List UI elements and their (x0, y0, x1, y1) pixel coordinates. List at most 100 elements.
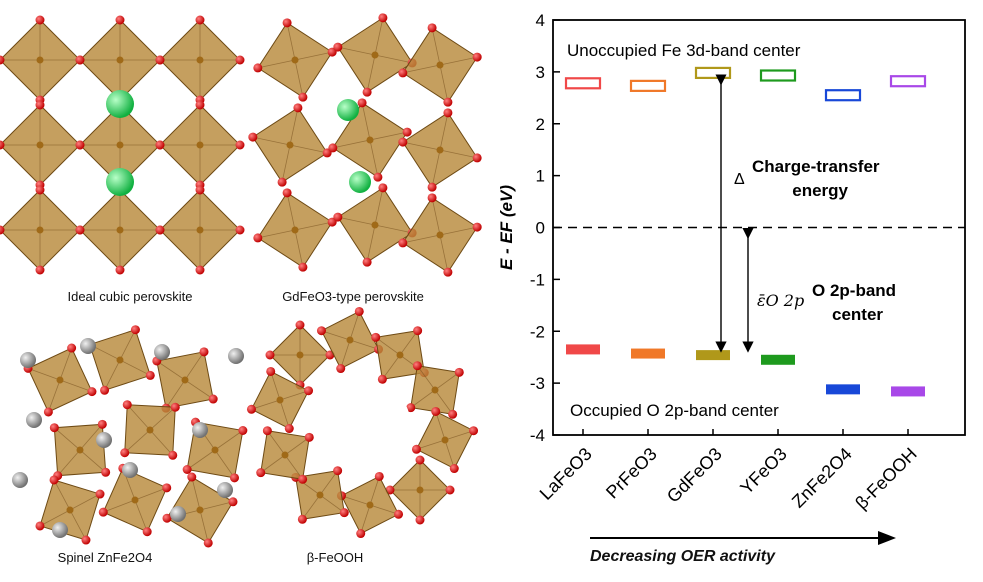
oxygen-atom (445, 485, 455, 495)
iron-atom (371, 51, 379, 59)
y-tick-label: 2 (536, 115, 545, 134)
oxygen-atom (378, 13, 388, 23)
oxygen-atom (362, 87, 372, 97)
oxygen-atom (333, 42, 343, 52)
oxygen-atom (228, 497, 238, 507)
iron-atom (436, 61, 444, 69)
x-tick-label: ZnFe2O4 (788, 444, 856, 512)
oxygen-atom (298, 92, 308, 102)
oxygen-atom (394, 509, 404, 519)
iron-atom (116, 56, 124, 64)
iron-atom (116, 141, 124, 149)
oxygen-atom (282, 188, 292, 198)
oxygen-atom (293, 103, 303, 113)
oxygen-atom (411, 444, 421, 454)
zinc-atom (26, 412, 42, 428)
oxygen-atom (469, 426, 479, 436)
oxygen-atom (256, 468, 266, 478)
oxygen-atom (35, 15, 45, 25)
oxygen-atom (246, 404, 256, 414)
oxygen-atom (449, 464, 459, 474)
o2p-label-line2: center (832, 305, 883, 324)
oxygen-atom (187, 472, 197, 482)
iron-atom (366, 136, 374, 144)
zinc-atom (217, 482, 233, 498)
fe3d-band-marker (564, 77, 602, 90)
oxygen-atom (87, 387, 97, 397)
zinc-atom (154, 344, 170, 360)
y-tick-label: 4 (536, 11, 545, 30)
tunnel-cavity (314, 380, 410, 464)
oxygen-atom (35, 521, 45, 531)
structure-caption-gdfeo3: GdFeO3-type perovskite (282, 289, 424, 304)
y-tick-label: -1 (530, 270, 545, 289)
oxygen-atom (170, 402, 180, 412)
oxygen-atom (155, 225, 165, 235)
oxygen-atom (304, 432, 314, 442)
oxygen-atom (97, 419, 107, 429)
cubic-perovskite-model (0, 15, 245, 275)
oxygen-atom (95, 489, 105, 499)
oxygen-atom (142, 527, 152, 537)
oxygen-atom (49, 423, 59, 433)
oxygen-atom (75, 225, 85, 235)
oxygen-atom (297, 514, 307, 524)
oxygen-atom (0, 55, 5, 65)
oxygen-atom (199, 347, 209, 357)
iron-atom (196, 226, 204, 234)
iron-atom (116, 226, 124, 234)
oxygen-atom (443, 267, 453, 277)
oxygen-atom (43, 407, 53, 417)
iron-atom (291, 56, 299, 64)
x-caption: Decreasing OER activity (590, 548, 775, 565)
oxygen-atom (155, 140, 165, 150)
iron-atom (36, 141, 44, 149)
oxygen-atom (262, 426, 272, 436)
y-tick-label: -4 (530, 426, 545, 445)
x-tick-label: GdFeO3 (663, 444, 726, 507)
iron-atom (116, 356, 124, 364)
oxygen-atom (398, 137, 408, 147)
gdfeo3-perovskite-model (248, 13, 482, 277)
oxygen-atom (98, 507, 108, 517)
y-tick-label: 0 (536, 219, 545, 238)
oxygen-atom (115, 265, 125, 275)
oxygen-atom (81, 535, 91, 545)
oxygen-atom (333, 466, 343, 476)
oxygen-atom (168, 450, 178, 460)
y-tick-label: -3 (530, 374, 545, 393)
o2p-band-marker (566, 344, 600, 355)
oxygen-atom (454, 367, 464, 377)
oxygen-atom (298, 474, 308, 484)
structure-caption-cubic: Ideal cubic perovskite (67, 289, 193, 304)
oxygen-atom (304, 386, 314, 396)
oxygen-atom (402, 127, 412, 137)
iron-atom (146, 426, 154, 434)
iron-atom (371, 221, 379, 229)
oxygen-atom (412, 361, 422, 371)
oxygen-atom (443, 97, 453, 107)
oxygen-atom (415, 515, 425, 525)
o2p-band-marker (826, 384, 860, 395)
zinc-atom (52, 522, 68, 538)
oxygen-atom (472, 222, 482, 232)
oxygen-atom (266, 366, 276, 376)
o2p-symbol: ε̄O 2p (757, 291, 804, 310)
oxygen-atom (415, 455, 425, 465)
oxygen-atom (282, 18, 292, 28)
a-site-cation (106, 90, 134, 118)
top-band-label: Unoccupied Fe 3d-band center (567, 41, 801, 60)
oxygen-atom (235, 225, 245, 235)
bottom-band-label: Occupied O 2p-band center (570, 401, 779, 420)
oxygen-atom (448, 409, 458, 419)
iron-atom (36, 226, 44, 234)
oxygen-atom (339, 508, 349, 518)
oxygen-atom (443, 108, 453, 118)
spinel-model (12, 325, 248, 548)
x-tick-label: YFeO3 (736, 444, 790, 498)
oxygen-atom (230, 473, 240, 483)
oxygen-atom (413, 326, 423, 336)
delta-symbol: Δ (734, 171, 745, 188)
a-site-cation (106, 168, 134, 196)
